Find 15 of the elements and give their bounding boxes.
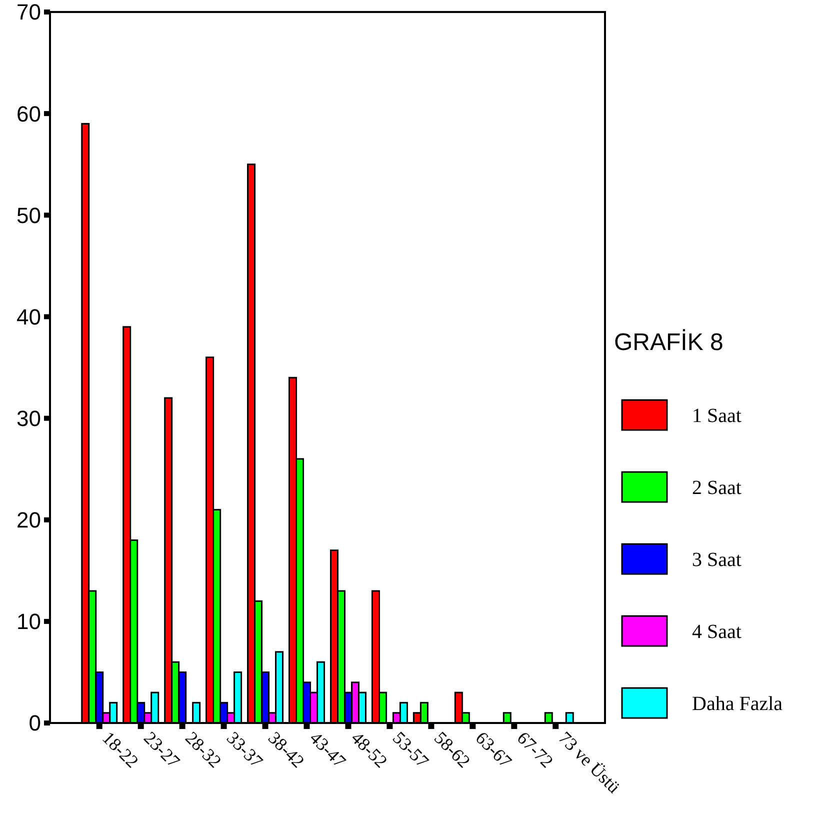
y-tick-label: 10 bbox=[16, 609, 41, 634]
y-tick-label: 20 bbox=[16, 508, 41, 533]
y-tick-label: 30 bbox=[16, 406, 41, 431]
x-tick-label: 43-47 bbox=[306, 728, 350, 772]
y-tick-label: 70 bbox=[16, 0, 41, 25]
legend-label: Daha Fazla bbox=[692, 693, 783, 715]
y-tick-label: 40 bbox=[16, 304, 41, 330]
legend-label: 4 Saat bbox=[692, 621, 742, 643]
y-tick-label: 60 bbox=[16, 101, 41, 126]
legend-label: 2 Saat bbox=[692, 477, 742, 499]
y-tick-label: 50 bbox=[16, 202, 41, 228]
legend-title: GRAFİK 8 bbox=[614, 329, 724, 356]
y-tick-label: 0 bbox=[28, 710, 41, 736]
legend-label: 1 Saat bbox=[692, 405, 742, 427]
legend-label: 3 Saat bbox=[692, 549, 742, 571]
